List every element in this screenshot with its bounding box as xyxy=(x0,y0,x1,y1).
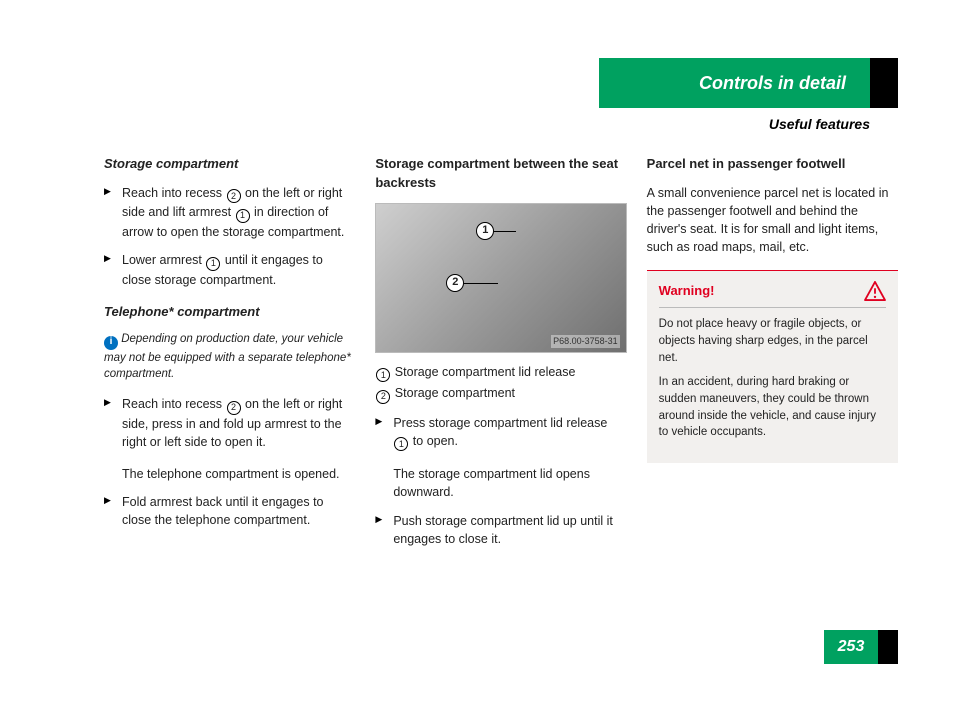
list-item: Reach into recess 2 on the left or right… xyxy=(104,184,355,241)
legend-row: 2 Storage compartment xyxy=(375,384,626,404)
parcel-net-body: A small convenience parcel net is locate… xyxy=(647,184,898,257)
footer-tab-marker xyxy=(878,630,898,664)
list-item: Press storage compartment lid release 1 … xyxy=(375,414,626,452)
legend-row: 1 Storage compartment lid release xyxy=(375,363,626,383)
header-tab-marker xyxy=(870,58,898,108)
text: to open. xyxy=(409,434,458,448)
ref-circle-2: 2 xyxy=(227,401,241,415)
column-3: Parcel net in passenger footwell A small… xyxy=(647,155,898,562)
telephone-steps-2: Fold armrest back until it engages to cl… xyxy=(104,493,355,529)
backrest-steps: Press storage compartment lid release 1 … xyxy=(375,414,626,452)
warning-triangle-icon xyxy=(864,281,886,301)
content-columns: Storage compartment Reach into recess 2 … xyxy=(104,155,898,562)
header-bar: Controls in detail xyxy=(599,58,898,108)
result-text: The storage compartment lid opens downwa… xyxy=(393,465,626,501)
page-footer: 253 xyxy=(824,630,898,664)
figure-legend: 1 Storage compartment lid release 2 Stor… xyxy=(375,363,626,404)
list-item: Lower armrest 1 until it engages to clos… xyxy=(104,251,355,289)
warning-p2: In an accident, during hard braking or s… xyxy=(659,374,886,441)
ref-circle-1: 1 xyxy=(236,209,250,223)
ref-circle-2: 2 xyxy=(376,390,390,404)
list-item: Reach into recess 2 on the left or right… xyxy=(104,395,355,451)
note-text: Depending on production date, your vehic… xyxy=(104,333,351,380)
text: Reach into recess xyxy=(122,186,226,200)
ref-circle-1: 1 xyxy=(206,257,220,271)
ref-circle-1: 1 xyxy=(394,437,408,451)
result-text: The telephone compartment is opened. xyxy=(122,465,355,483)
telephone-steps: Reach into recess 2 on the left or right… xyxy=(104,395,355,451)
text: Lower armrest xyxy=(122,253,205,267)
legend-text: Storage compartment lid release xyxy=(391,365,575,379)
column-2: Storage compartment between the seat bac… xyxy=(375,155,626,562)
warning-header: Warning! xyxy=(659,281,886,308)
between-backrests-heading: Storage compartment between the seat bac… xyxy=(375,155,626,193)
warning-p1: Do not place heavy or fragile objects, o… xyxy=(659,316,886,366)
info-note: i Depending on production date, your veh… xyxy=(104,331,355,383)
list-item: Fold armrest back until it engages to cl… xyxy=(104,493,355,529)
page-section-title: Useful features xyxy=(769,116,870,132)
parcel-net-heading: Parcel net in passenger footwell xyxy=(647,155,898,174)
info-icon: i xyxy=(104,336,118,350)
callout-2: 2 xyxy=(446,274,464,292)
list-item: Push storage compartment lid up until it… xyxy=(375,512,626,548)
text: Press storage compartment lid release xyxy=(393,416,607,430)
warning-title: Warning! xyxy=(659,282,715,301)
page-number: 253 xyxy=(824,630,878,664)
storage-compartment-heading: Storage compartment xyxy=(104,155,355,174)
legend-text: Storage compartment xyxy=(391,386,515,400)
callout-line xyxy=(464,283,498,285)
callout-1: 1 xyxy=(476,222,494,240)
backrest-steps-2: Push storage compartment lid up until it… xyxy=(375,512,626,548)
figure-id-label: P68.00-3758-31 xyxy=(551,335,620,348)
callout-line xyxy=(494,231,516,233)
warning-box: Warning! Do not place heavy or fragile o… xyxy=(647,270,898,463)
ref-circle-2: 2 xyxy=(227,189,241,203)
seat-figure: 1 2 P68.00-3758-31 xyxy=(375,203,626,353)
storage-steps: Reach into recess 2 on the left or right… xyxy=(104,184,355,289)
column-1: Storage compartment Reach into recess 2 … xyxy=(104,155,355,562)
ref-circle-1: 1 xyxy=(376,368,390,382)
telephone-compartment-heading: Telephone* compartment xyxy=(104,303,355,322)
text: Reach into recess xyxy=(122,397,226,411)
page-chapter-title: Controls in detail xyxy=(599,58,870,108)
